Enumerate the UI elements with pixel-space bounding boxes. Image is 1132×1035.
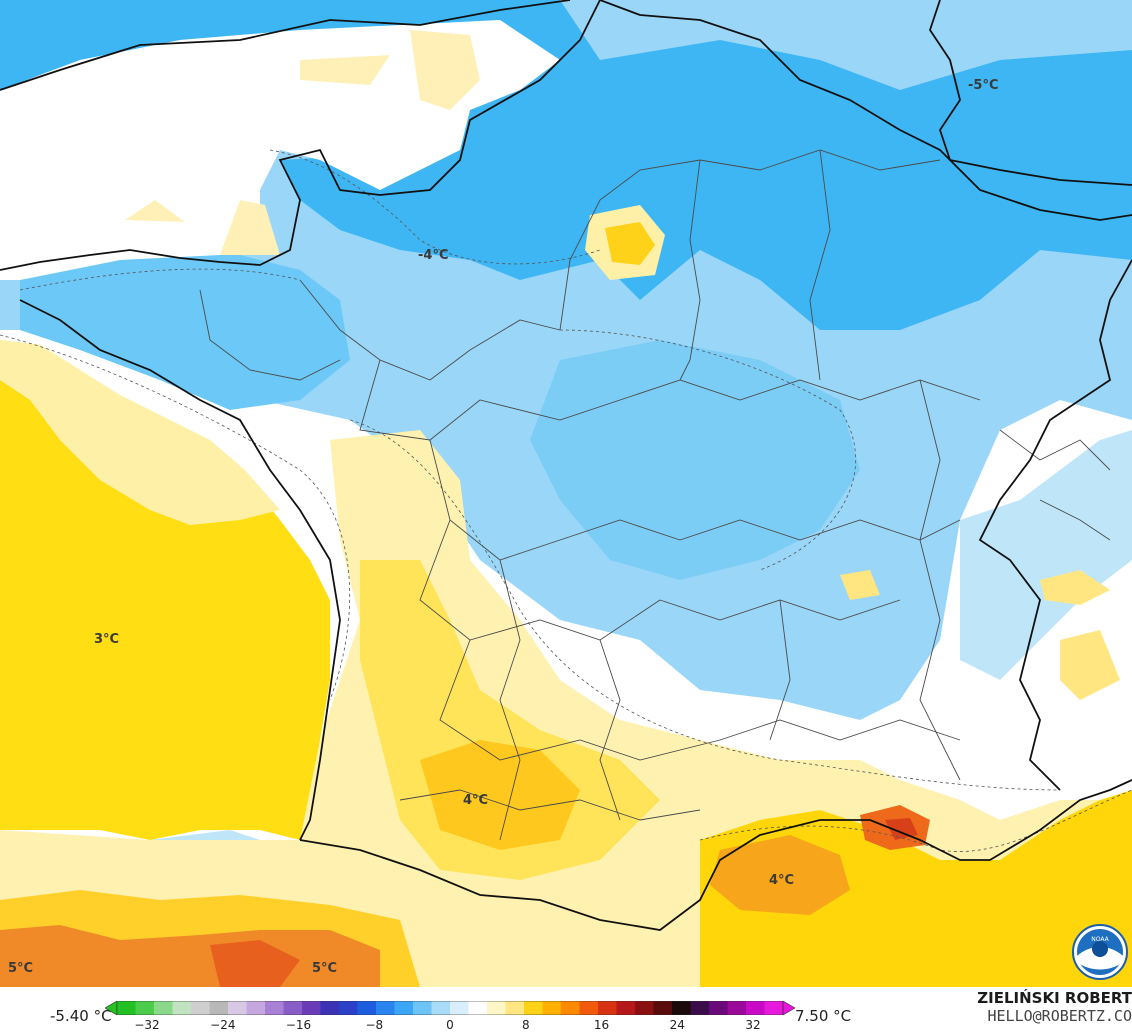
colorbar-swatch [209,1001,229,1015]
colorbar-swatch [635,1001,654,1015]
colorbar-swatch [135,1001,155,1015]
colorbar-swatch [357,1001,377,1015]
temp-label-mediterranean: 4°C [769,873,794,888]
colorbar-swatch [117,1001,136,1015]
credit-author: ZIELIŃSKI ROBERT [977,989,1132,1007]
channel-warm-patch-1 [300,55,390,85]
atlantic-light-band [0,340,280,525]
paris-warm-core [605,222,655,265]
colorbar-swatch [468,1001,488,1015]
colorbar-swatch [413,1001,432,1015]
colorbar-swatch [561,1001,580,1015]
channel-warm-patch-3 [125,200,185,222]
noaa-logo-text: NOAA [1091,936,1109,943]
colorbar-tick-label: −32 [134,1018,160,1032]
cold-field-alps [960,430,1132,680]
colorbar-arrow-min [105,1001,118,1015]
isotherm-contours [0,149,1132,852]
colorbar-swatch [302,1001,321,1015]
colorbar-swatch [727,1001,747,1015]
colorbar-swatch [394,1001,414,1015]
colorbar-swatch [653,1001,673,1015]
colorbar-tick-label: −24 [210,1018,236,1032]
legend-footer: -5.40 °C 7.50 °C [0,987,1132,1035]
colorbar-tick-label: 24 [669,1018,685,1032]
temperature-map: -4°C -5°C 3°C 4°C 4°C 5°C 5°C NOAA [0,0,1132,987]
med-hot-core [885,818,918,840]
colorbar-swatch [709,1001,728,1015]
coastlines [0,0,1132,931]
legend-min-value: -5.40 °C [50,1007,112,1025]
temp-label-northeast: -5°C [968,78,998,93]
temp-label-atlantic: 3°C [94,632,119,647]
colorbar-tick-label: −16 [285,1018,312,1032]
temp-label-spain-west: 5°C [8,961,33,976]
colorbar-swatch [690,1001,710,1015]
spain-hotter [210,940,300,987]
colorbar-swatch [505,1001,525,1015]
colorbar-swatch [246,1001,266,1015]
colorbar-swatch [542,1001,562,1015]
channel-warm-patch-2 [410,30,480,110]
colorbar-swatch [598,1001,617,1015]
colorbar-swatch [450,1001,469,1015]
colorbar-swatch [376,1001,395,1015]
colorbar-outline [116,1001,784,1015]
colorbar-swatch [283,1001,303,1015]
colorbar-tick-label: −8 [365,1018,384,1032]
east-warm-spot [1040,570,1110,605]
colorbar-arrow-max [782,1001,795,1015]
temp-label-spain-east: 5°C [312,961,337,976]
atlantic-ocean [0,340,330,840]
legend-max-value: 7.50 °C [795,1007,852,1025]
colorbar-swatch [339,1001,358,1015]
cold-field-deep [0,0,1132,330]
colorbar-swatch [764,1001,784,1015]
legend-tick-row: −32 −24 −16 −8 0 8 16 24 32 [0,1018,1132,1034]
east-warm-spot-3 [1060,630,1120,700]
colorbar-swatch [265,1001,284,1015]
cold-field-center [530,340,860,580]
colorbar-swatch [228,1001,247,1015]
colorbar-tick-label: 8 [521,1018,530,1032]
temp-label-southwest: 4°C [463,793,488,808]
warm-field-core [420,740,580,850]
credit-email: HELLO@ROBERTZ.CO [987,1007,1132,1025]
temp-label-north: -4°C [418,248,448,263]
colorbar-swatch [616,1001,636,1015]
noaa-logo: NOAA [1072,924,1128,980]
channel-warm-patch-4 [220,200,280,255]
colorbar-swatch [154,1001,173,1015]
colorbar-swatch [746,1001,765,1015]
colorbar-tick-label: 32 [745,1018,761,1032]
legend-colorbar [105,1001,795,1015]
colorbar-swatch [487,1001,506,1015]
mediterranean-sea [700,790,1132,987]
colorbar-swatch [320,1001,340,1015]
colorbar-swatch [672,1001,691,1015]
colorbar-swatch [172,1001,192,1015]
colorbar-swatch [191,1001,210,1015]
colorbar-swatch [524,1001,543,1015]
med-orange-core [710,835,850,915]
colorbar-swatch [579,1001,599,1015]
colorbar-tick-label: 16 [593,1018,610,1032]
colorbar-swatch [431,1001,451,1015]
colorbar-tick-label: 0 [446,1018,454,1032]
department-borders [199,149,1111,841]
east-warm-spot-2 [840,570,880,600]
cold-field-brittany [20,250,350,410]
